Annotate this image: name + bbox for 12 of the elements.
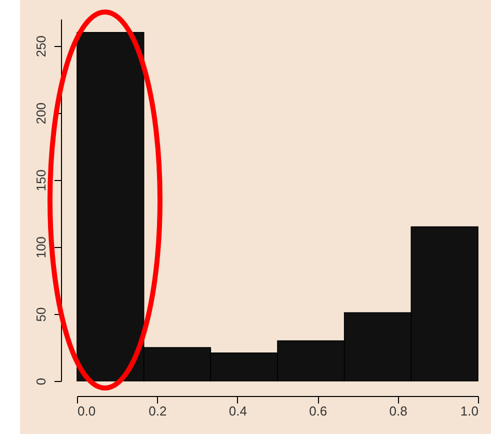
y-tick-label: 50	[34, 307, 48, 322]
x-tick-label: 0.6	[309, 404, 328, 418]
y-tick-label: 100	[34, 236, 48, 258]
y-tick-label: 250	[34, 35, 48, 58]
y-tick-label: 200	[34, 102, 48, 124]
text: 1.0	[460, 404, 478, 418]
y-tick-label: 0	[34, 378, 48, 386]
x-tick-label: 0.2	[148, 404, 167, 418]
text: 0.0	[78, 404, 96, 418]
y-tick-label: 150	[34, 170, 48, 192]
x-tick-label: 0.8	[389, 404, 408, 418]
x-tick-label: 0.4	[228, 404, 247, 418]
